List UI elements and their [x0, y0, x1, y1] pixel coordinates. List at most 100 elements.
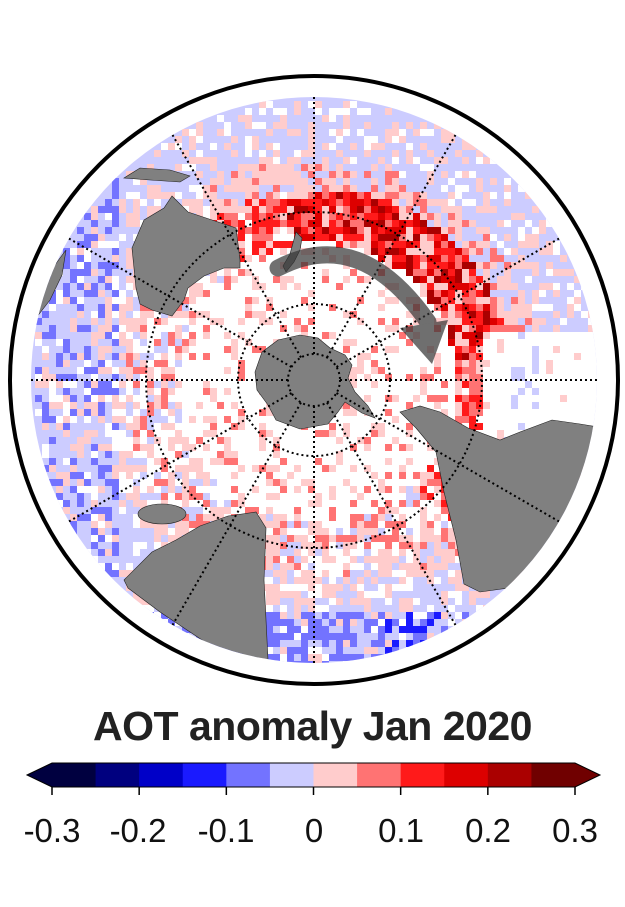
anomaly-cell [378, 493, 385, 500]
anomaly-cell [273, 164, 280, 171]
anomaly-cell [518, 213, 525, 220]
anomaly-cell [378, 374, 385, 381]
anomaly-cell [448, 395, 455, 402]
anomaly-cell [364, 136, 371, 143]
anomaly-cell [196, 500, 203, 507]
anomaly-cell [343, 157, 350, 164]
anomaly-cell [245, 500, 252, 507]
anomaly-cell [301, 458, 308, 465]
anomaly-cell [35, 367, 42, 374]
anomaly-cell [238, 500, 245, 507]
anomaly-cell [182, 633, 189, 640]
anomaly-cell [245, 185, 252, 192]
anomaly-cell [112, 283, 119, 290]
anomaly-cell [399, 437, 406, 444]
anomaly-cell [140, 318, 147, 325]
anomaly-cell [203, 374, 210, 381]
anomaly-cell [196, 514, 203, 521]
anomaly-cell [294, 465, 301, 472]
anomaly-cell [273, 220, 280, 227]
anomaly-cell [203, 213, 210, 220]
anomaly-cell [259, 220, 266, 227]
anomaly-cell [406, 437, 413, 444]
anomaly-cell [112, 262, 119, 269]
anomaly-cell [525, 346, 532, 353]
anomaly-cell [259, 255, 266, 262]
anomaly-cell [56, 381, 63, 388]
anomaly-cell [371, 626, 378, 633]
anomaly-cell [154, 402, 161, 409]
anomaly-cell [420, 507, 427, 514]
anomaly-cell [413, 570, 420, 577]
colorbar-swatch [357, 763, 402, 787]
anomaly-cell [441, 556, 448, 563]
anomaly-cell [399, 423, 406, 430]
anomaly-cell [371, 192, 378, 199]
anomaly-cell [266, 143, 273, 150]
anomaly-cell [427, 640, 434, 647]
anomaly-cell [245, 164, 252, 171]
anomaly-cell [175, 500, 182, 507]
anomaly-cell [448, 346, 455, 353]
anomaly-cell [406, 311, 413, 318]
anomaly-cell [406, 451, 413, 458]
anomaly-cell [294, 647, 301, 654]
anomaly-cell [252, 318, 259, 325]
anomaly-cell [245, 507, 252, 514]
anomaly-cell [399, 626, 406, 633]
anomaly-cell [266, 577, 273, 584]
anomaly-cell [147, 206, 154, 213]
meridian-line [336, 392, 575, 531]
anomaly-cell [294, 171, 301, 178]
anomaly-cell [364, 465, 371, 472]
anomaly-cell [490, 381, 497, 388]
anomaly-cell [112, 430, 119, 437]
anomaly-cell [231, 304, 238, 311]
anomaly-cell [63, 409, 70, 416]
anomaly-cell [84, 248, 91, 255]
anomaly-cell [231, 458, 238, 465]
anomaly-cell [287, 178, 294, 185]
anomaly-cell [399, 514, 406, 521]
anomaly-cell [322, 479, 329, 486]
anomaly-cell [161, 402, 168, 409]
anomaly-cell [455, 416, 462, 423]
anomaly-cell [119, 570, 126, 577]
anomaly-cell [532, 395, 539, 402]
anomaly-cell [196, 339, 203, 346]
anomaly-cell [350, 437, 357, 444]
anomaly-cell [371, 283, 378, 290]
anomaly-cell [266, 339, 273, 346]
anomaly-cell [399, 234, 406, 241]
anomaly-cell [448, 325, 455, 332]
anomaly-cell [301, 479, 308, 486]
anomaly-cell [119, 290, 126, 297]
anomaly-cell [266, 507, 273, 514]
anomaly-cell [112, 528, 119, 535]
anomaly-cell [77, 367, 84, 374]
anomaly-cell [357, 304, 364, 311]
anomaly-cell [91, 500, 98, 507]
anomaly-cell [406, 521, 413, 528]
anomaly-cell [161, 444, 168, 451]
anomaly-cell [294, 206, 301, 213]
anomaly-cell [133, 318, 140, 325]
anomaly-cell [273, 612, 280, 619]
anomaly-cell [371, 339, 378, 346]
anomaly-cell [70, 444, 77, 451]
colorbar-swatch [313, 763, 358, 787]
anomaly-cell [343, 437, 350, 444]
anomaly-cell [490, 297, 497, 304]
anomaly-cell [203, 157, 210, 164]
anomaly-cell [161, 381, 168, 388]
anomaly-cell [357, 430, 364, 437]
anomaly-cell [392, 136, 399, 143]
anomaly-cell [77, 269, 84, 276]
anomaly-cell [168, 430, 175, 437]
anomaly-cell [308, 556, 315, 563]
anomaly-cell [112, 486, 119, 493]
anomaly-cell [399, 402, 406, 409]
anomaly-cell [357, 234, 364, 241]
anomaly-cell [420, 143, 427, 150]
anomaly-cell [329, 542, 336, 549]
